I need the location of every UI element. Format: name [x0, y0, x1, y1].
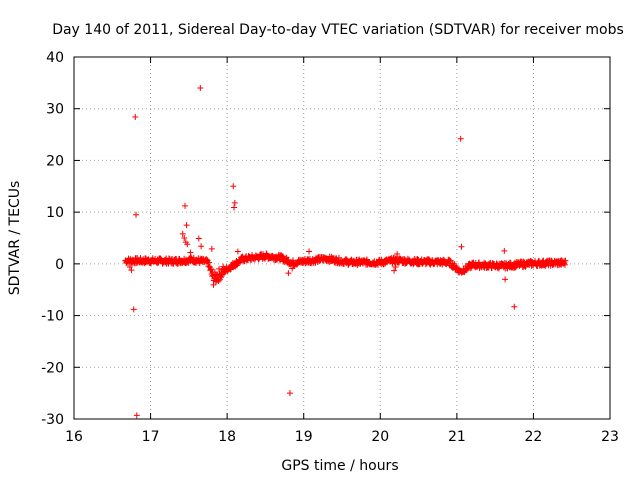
- y-tick-label: 10: [46, 205, 64, 221]
- band-point: [446, 256, 453, 263]
- data-point: [179, 230, 186, 237]
- y-axis-label: SDTVAR / TECUs: [7, 181, 23, 296]
- data-point: [130, 306, 137, 313]
- data-point: [133, 211, 140, 218]
- data-point: [502, 276, 509, 283]
- outlier-points: [126, 85, 518, 419]
- data-point: [286, 390, 293, 397]
- plot-frame: [73, 56, 611, 420]
- data-point: [208, 245, 215, 252]
- data-point: [501, 247, 508, 254]
- data-point: [126, 263, 133, 270]
- data-point: [231, 204, 238, 211]
- data-point: [231, 199, 238, 206]
- x-tick-labels: 16 17 18 19 20 21 22 23: [65, 429, 619, 445]
- x-tick-label: 18: [218, 429, 236, 445]
- dense-data-band: [122, 250, 569, 288]
- data-point: [394, 251, 401, 258]
- x-tick-label: 16: [65, 429, 83, 445]
- data-point: [458, 243, 465, 250]
- data-point: [195, 235, 202, 242]
- data-point: [133, 412, 140, 419]
- y-tick-label: -10: [41, 309, 64, 325]
- x-tick-label: 19: [295, 429, 313, 445]
- data-point: [183, 222, 190, 229]
- data-point: [184, 241, 191, 248]
- data-point: [230, 183, 237, 190]
- y-tick-label: -20: [41, 360, 64, 376]
- x-tick-label: 23: [601, 429, 619, 445]
- data-point: [285, 270, 292, 277]
- chart-title: Day 140 of 2011, Sidereal Day-to-day VTE…: [52, 22, 624, 38]
- x-tick-label: 17: [142, 429, 160, 445]
- y-tick-label: -30: [41, 412, 64, 428]
- data-point: [197, 85, 204, 92]
- data-point: [391, 267, 398, 274]
- data-point: [289, 265, 296, 272]
- y-tick-label: 20: [46, 153, 64, 169]
- data-point: [234, 248, 241, 255]
- y-tick-label: 30: [46, 102, 64, 118]
- band-point: [562, 257, 569, 264]
- x-tick-label: 22: [525, 429, 543, 445]
- data-point: [182, 202, 189, 209]
- data-point: [128, 267, 135, 274]
- data-point: [306, 248, 313, 255]
- data-point: [132, 113, 139, 120]
- y-tick-labels: -30 -20 -10 0 10 20 30 40: [41, 50, 64, 428]
- data-point: [511, 303, 518, 310]
- data-point: [392, 263, 399, 270]
- y-tick-label: 0: [55, 257, 64, 273]
- data-point: [187, 249, 194, 256]
- band-point: [215, 277, 222, 284]
- data-point: [198, 243, 205, 250]
- x-axis-label: GPS time / hours: [281, 458, 398, 474]
- x-tick-label: 20: [371, 429, 389, 445]
- data-point: [181, 235, 188, 241]
- x-tick-label: 21: [448, 429, 466, 445]
- axis-ticks: [73, 56, 611, 420]
- grid-lines: [74, 57, 610, 419]
- y-tick-label: 40: [46, 50, 64, 66]
- data-point: [457, 135, 464, 142]
